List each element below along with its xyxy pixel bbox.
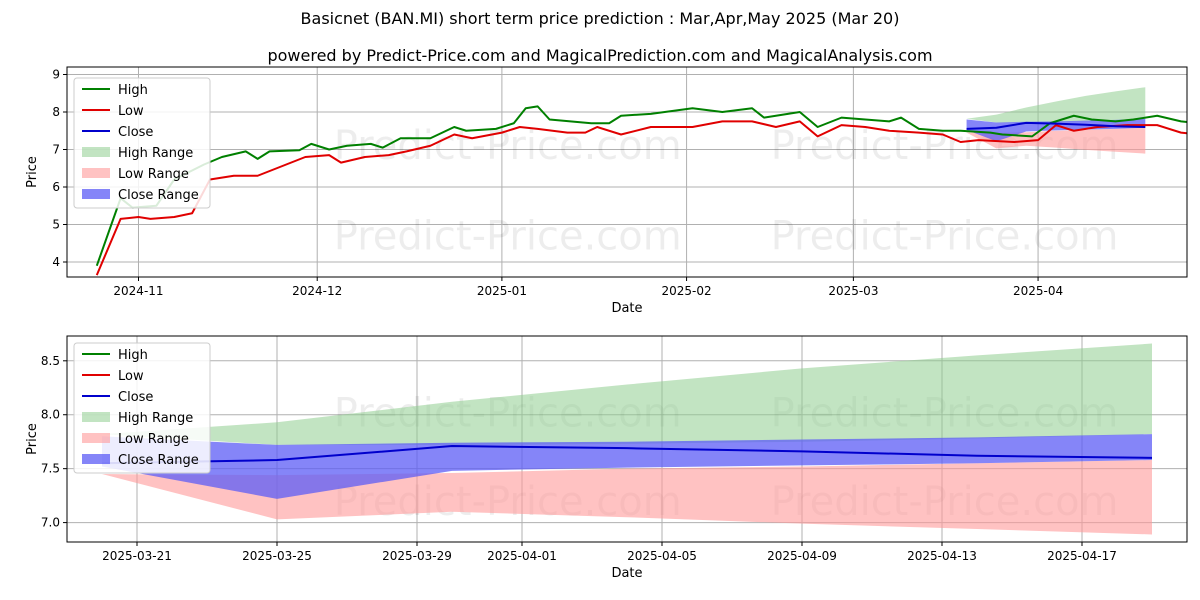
y-tick-label: 7 [52,143,60,157]
y-tick-label: 4 [52,255,60,269]
x-tick-label: 2025-04-17 [1047,549,1117,563]
legend-label-low-range: Low Range [118,432,189,447]
series-line-close [966,121,1146,130]
legend-label-high-range: High Range [118,411,193,426]
legend-swatch-close-range [82,189,110,199]
legend-label-close: Close [118,390,153,405]
legend-swatch-close-range [82,454,110,464]
plot-area [95,87,1187,276]
legend-label-high: High [118,83,148,98]
axes-frame [66,335,1188,543]
y-tick-label: 7.5 [41,462,60,476]
legend-swatch-low-range [82,168,110,178]
chart-subtitle: powered by Predict-Price.com and Magical… [267,46,933,65]
legend-label-close: Close [118,125,153,140]
x-tick-label: 2024-11 [113,284,163,298]
y-tick-label: 7.0 [41,516,60,530]
y-axis-label: Price [25,156,40,188]
chart-title: Basicnet (BAN.MI) short term price predi… [300,9,900,28]
y-tick-label: 8.5 [41,354,60,368]
legend-swatch-low-range [82,433,110,443]
x-tick-label: 2025-04-05 [627,549,697,563]
y-tick-label: 5 [52,218,60,232]
watermark-text: Predict-Price.com [771,214,1119,260]
series-line-close [101,445,1153,465]
x-axis-label: Date [611,301,642,316]
series-line-low [95,120,1187,276]
x-axis-label: Date [611,566,642,581]
y-axis-label: Price [25,423,40,455]
legend-label-high-range: High Range [118,146,193,161]
x-tick-label: 2025-04-13 [907,549,977,563]
range-band-high-range [966,87,1146,123]
y-tick-label: 8.0 [41,408,60,422]
x-tick-label: 2025-03-21 [102,549,172,563]
series-line-high [95,105,1187,267]
legend-swatch-high-range [82,412,110,422]
y-tick-label: 9 [52,68,60,82]
legend-label-close-range: Close Range [118,188,199,203]
y-tick-label: 8 [52,105,60,119]
range-band-high-range [102,343,1152,445]
legend-label-low-range: Low Range [118,167,189,182]
x-tick-label: 2025-03 [828,284,878,298]
y-tick-label: 6 [52,180,60,194]
plot-area [101,343,1153,535]
x-tick-label: 2024-12 [292,284,342,298]
x-tick-label: 2025-04-01 [487,549,557,563]
x-tick-label: 2025-03-25 [242,549,312,563]
legend-label-high: High [118,348,148,363]
x-tick-label: 2025-02 [662,284,712,298]
legend-label-low: Low [118,369,144,384]
x-tick-label: 2025-04-09 [767,549,837,563]
x-tick-label: 2025-04 [1013,284,1063,298]
x-tick-label: 2025-03-29 [382,549,452,563]
chart-panel-2: 2025-03-21 2025-03-25 2025-03-29 2025-04-01… [25,335,1188,581]
range-band-close-range [102,434,1152,499]
x-tick-label: 2025-01 [477,284,527,298]
legend-label-low: Low [118,104,144,119]
chart-panel-1: 2024-11 2024-12 2025-01 2025-02 2025-03 2025-… [25,66,1188,316]
axes-frame [66,66,1188,278]
legend-swatch-high-range [82,147,110,157]
legend-label-close-range: Close Range [118,453,199,468]
watermark-text: Predict-Price.com [334,214,682,260]
